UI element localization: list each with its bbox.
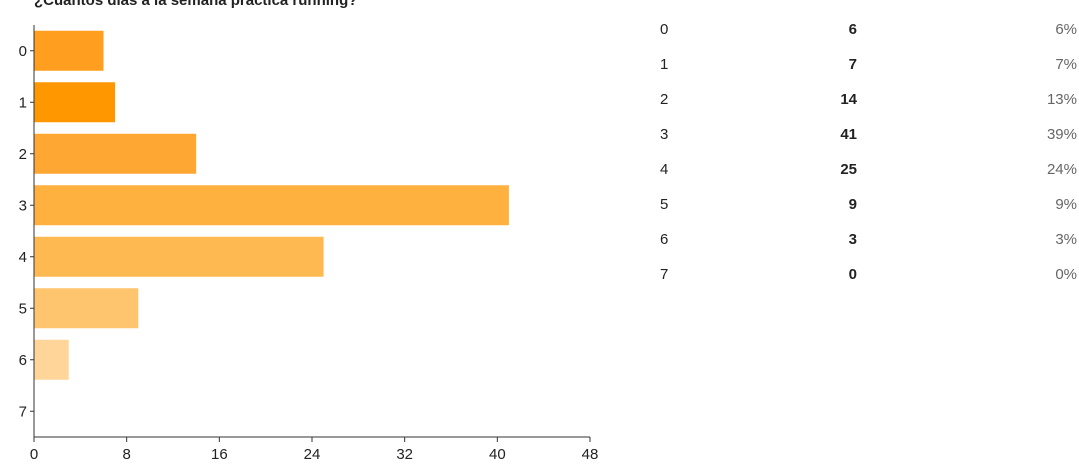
- row-label: 0: [660, 21, 669, 38]
- table-row: 0 6 6%: [660, 12, 1077, 47]
- row-count: 6: [848, 21, 857, 38]
- x-tick-label-16: 16: [211, 446, 228, 463]
- table-row: 6 3 3%: [660, 222, 1077, 257]
- bar-0: [34, 30, 104, 71]
- y-tick-label-1: 1: [19, 94, 27, 111]
- row-count: 14: [840, 91, 857, 108]
- y-tick-label-6: 6: [19, 352, 27, 369]
- row-label: 1: [660, 56, 669, 73]
- row-count: 41: [840, 126, 857, 143]
- y-tick-label-5: 5: [19, 300, 27, 317]
- y-tick-label-2: 2: [19, 146, 27, 163]
- row-percent: 3%: [1055, 231, 1077, 248]
- y-tick-label-0: 0: [19, 43, 27, 60]
- y-tick-label-4: 4: [19, 249, 27, 266]
- bar-3: [34, 185, 509, 226]
- bar-2: [34, 133, 197, 174]
- response-summary-table: 0 6 6% 1 7 7% 2 14 13% 3 41 39% 4 25 24% 5 9 9% 6 3 3% 7 0 0%: [660, 12, 1077, 292]
- row-count: 9: [848, 196, 857, 213]
- row-count: 0: [848, 266, 857, 283]
- x-tick-label-40: 40: [489, 446, 506, 463]
- row-label: 6: [660, 231, 669, 248]
- row-percent: 7%: [1055, 56, 1077, 73]
- x-tick-label-0: 0: [30, 446, 38, 463]
- row-percent: 13%: [1046, 91, 1077, 108]
- row-label: 2: [660, 91, 669, 108]
- x-tick-label-8: 8: [122, 446, 130, 463]
- bar-4: [34, 236, 324, 277]
- y-tick-label-3: 3: [19, 197, 27, 214]
- table-row: 4 25 24%: [660, 152, 1077, 187]
- row-percent: 9%: [1055, 196, 1077, 213]
- bar-1: [34, 82, 116, 123]
- row-label: 3: [660, 126, 669, 143]
- row-percent: 0%: [1055, 266, 1077, 283]
- bar-chart: 0 1 2 3 4 5 6 7 0 8 16 24 32 40 48: [19, 25, 599, 463]
- bar-6: [34, 339, 69, 380]
- row-count: 7: [848, 56, 857, 73]
- table-row: 7 0 0%: [660, 257, 1077, 292]
- row-count: 25: [840, 161, 857, 178]
- bar-5: [34, 288, 139, 329]
- row-label: 5: [660, 196, 669, 213]
- row-label: 4: [660, 161, 669, 178]
- chart-title: ¿Cuántos días a la semana practica runni…: [34, 0, 358, 9]
- table-row: 2 14 13%: [660, 82, 1077, 117]
- x-tick-label-48: 48: [582, 446, 599, 463]
- row-percent: 39%: [1046, 126, 1077, 143]
- row-percent: 24%: [1046, 161, 1077, 178]
- table-row: 1 7 7%: [660, 47, 1077, 82]
- x-tick-label-32: 32: [396, 446, 413, 463]
- row-label: 7: [660, 266, 669, 283]
- x-tick-label-24: 24: [304, 446, 321, 463]
- table-row: 5 9 9%: [660, 187, 1077, 222]
- y-tick-label-7: 7: [19, 403, 27, 420]
- row-count: 3: [848, 231, 857, 248]
- table-row: 3 41 39%: [660, 117, 1077, 152]
- row-percent: 6%: [1055, 21, 1077, 38]
